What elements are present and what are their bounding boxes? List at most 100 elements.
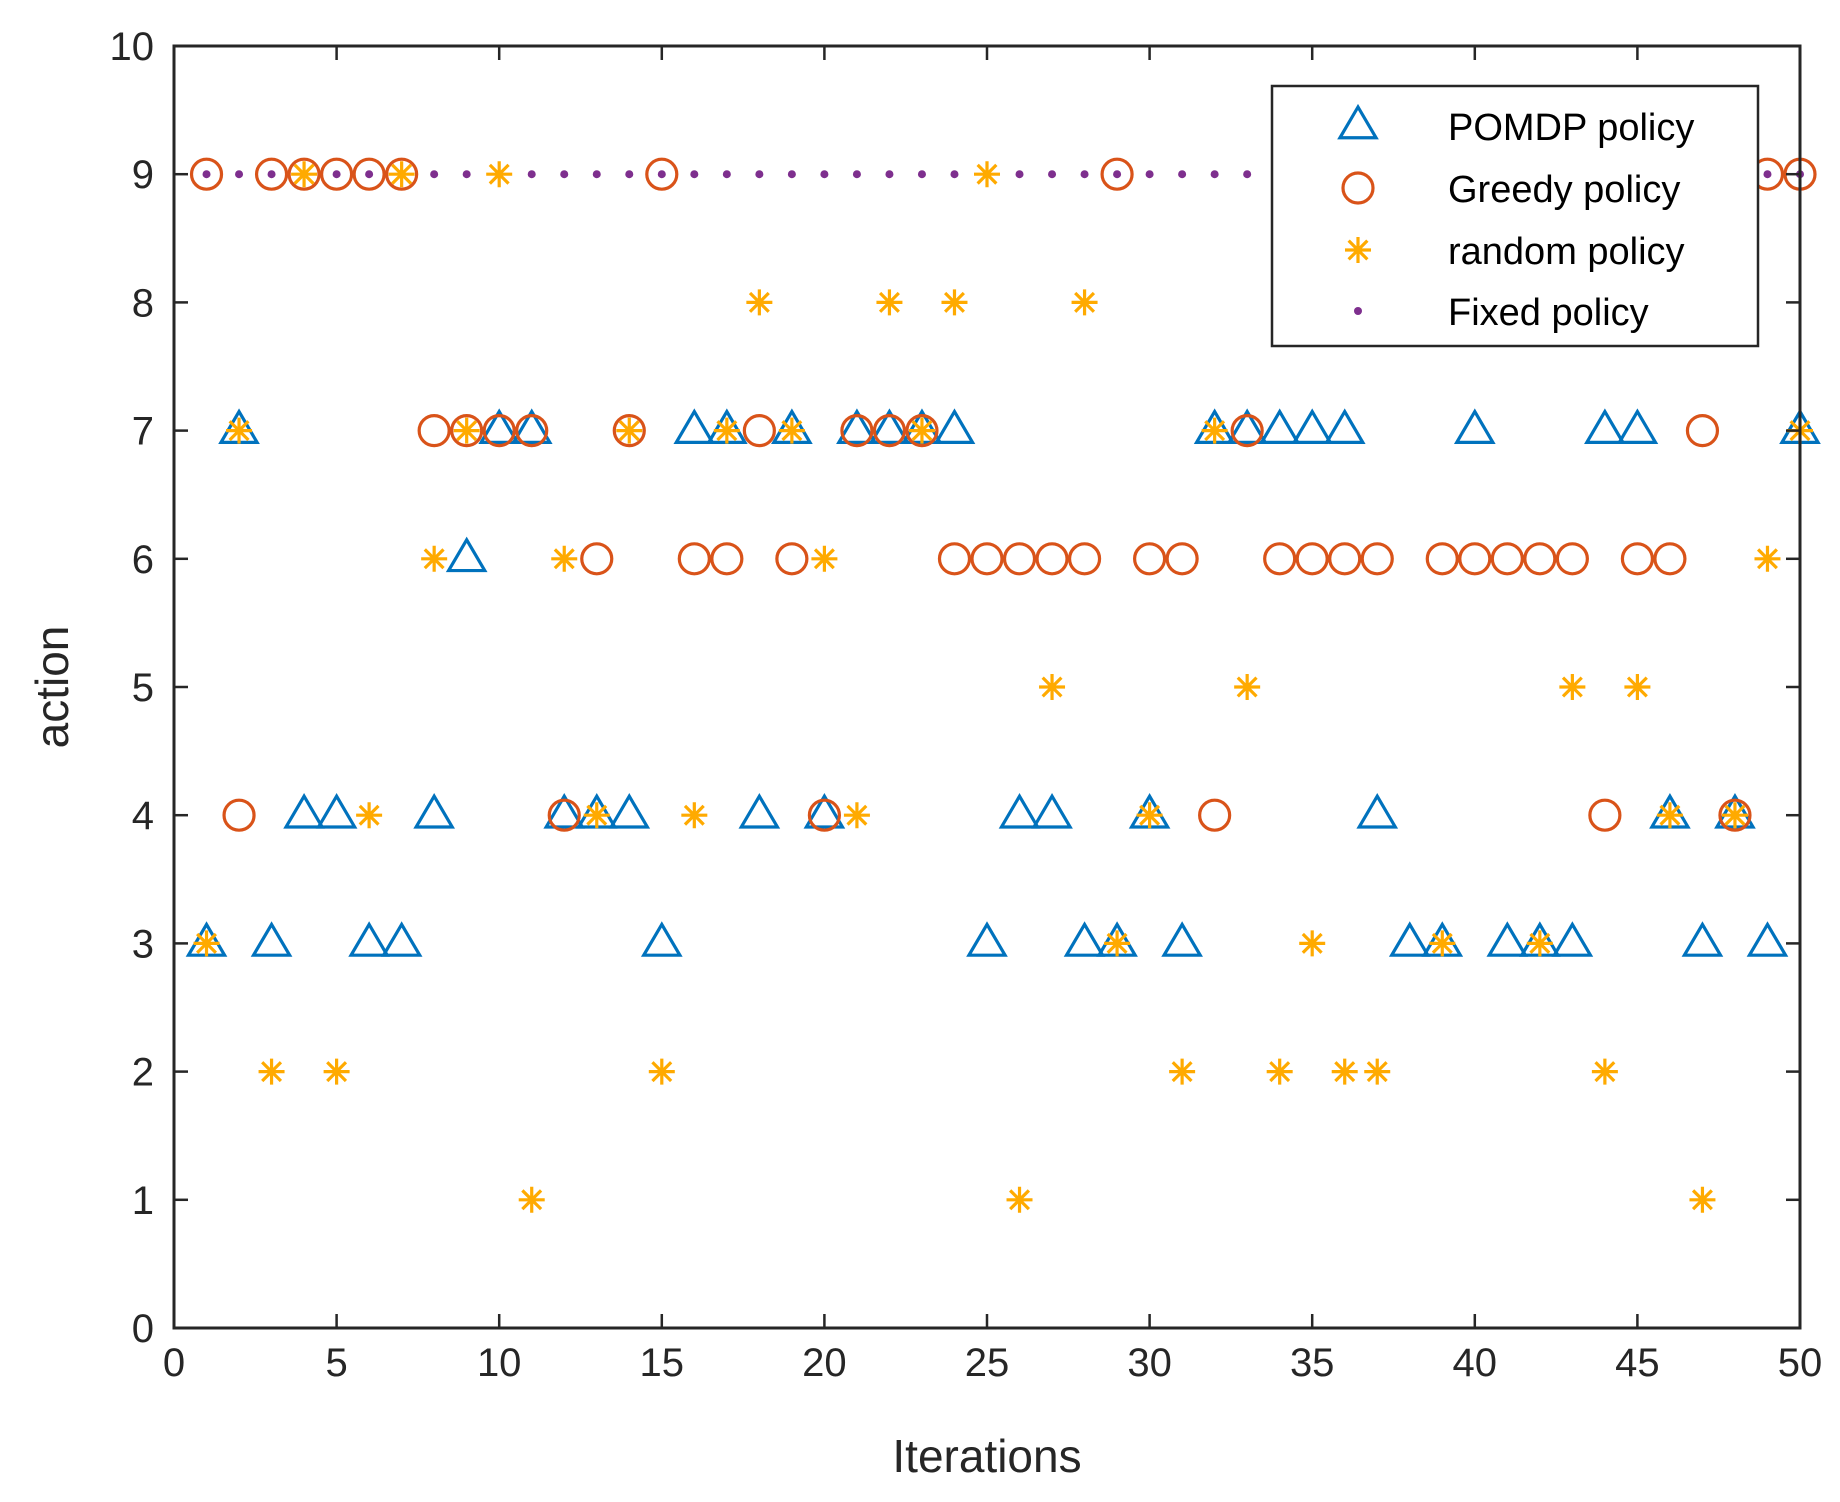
data-point-circle [645, 157, 679, 191]
y-tick-label: 5 [132, 666, 154, 710]
legend-marker-asterisk [1345, 237, 1371, 263]
data-point-asterisk [1201, 417, 1228, 444]
data-point-dot [1080, 170, 1089, 179]
data-point-asterisk [193, 930, 220, 957]
data-point-circle [1653, 542, 1687, 576]
data-point-dot [1048, 170, 1057, 179]
data-point-circle [1523, 542, 1557, 576]
x-tick-label: 25 [965, 1341, 1010, 1385]
data-point-asterisk [681, 802, 708, 829]
series-asterisk [193, 161, 1813, 1213]
data-point-triangle [1486, 921, 1529, 957]
data-point-dot [1178, 170, 1187, 179]
data-point-dot [755, 170, 764, 179]
data-point-circle [1132, 542, 1167, 576]
legend-marker-dot [1354, 307, 1362, 315]
data-point-triangle [283, 793, 325, 829]
data-point-triangle [608, 793, 651, 829]
data-point-asterisk [1591, 1058, 1618, 1085]
data-point-circle [547, 798, 581, 832]
data-point-asterisk [1689, 1186, 1716, 1213]
legend-label-fixed: Fixed policy [1448, 292, 1649, 334]
data-point-asterisk [1071, 289, 1098, 316]
legend-label-random: random policy [1448, 231, 1685, 273]
data-point-circle [807, 798, 842, 832]
legend-entry-fixed: Fixed policy [1354, 292, 1649, 334]
data-point-triangle [543, 793, 586, 829]
data-point-dot [560, 170, 569, 179]
legend-entry-pomdp: POMDP policy [1337, 103, 1694, 149]
data-point-triangle [1161, 921, 1203, 957]
data-point-asterisk [486, 161, 513, 188]
legend: POMDP policy Greedy policy random policy… [1270, 84, 1760, 348]
legend-symbol-dot [1354, 307, 1362, 315]
data-point-triangle [445, 536, 488, 573]
data-point-dot [1763, 170, 1772, 179]
data-point-dot [1243, 170, 1252, 179]
data-point-asterisk [876, 289, 903, 316]
legend-entry-random: random policy [1345, 231, 1685, 273]
data-point-circle [222, 798, 256, 832]
data-point-asterisk [1526, 930, 1553, 957]
data-point-dot [917, 170, 926, 179]
data-point-circle [1328, 542, 1362, 576]
data-point-dot [852, 170, 861, 179]
data-point-dot [365, 170, 374, 179]
data-point-triangle [1291, 408, 1334, 444]
data-point-circle [482, 414, 516, 448]
data-point-circle [1490, 542, 1524, 576]
data-point-asterisk [778, 417, 805, 444]
y-tick-label: 6 [132, 538, 154, 582]
data-point-asterisk [1104, 930, 1131, 957]
data-point-circle [1425, 542, 1459, 576]
data-point-asterisk [518, 1186, 545, 1213]
data-point-asterisk [356, 802, 383, 829]
data-point-circle [775, 542, 809, 576]
data-point-circle [287, 157, 321, 191]
data-point-circle [189, 157, 224, 191]
y-tick-label: 4 [132, 794, 154, 838]
data-point-dot [527, 170, 536, 179]
y-tick-label: 10 [110, 25, 155, 69]
data-point-dot [820, 170, 829, 179]
data-point-dot [332, 170, 341, 179]
data-point-circle [1165, 542, 1199, 576]
data-point-triangle [673, 408, 716, 444]
data-point-circle [1198, 798, 1232, 832]
data-point-dot [625, 170, 634, 179]
data-point-triangle [250, 921, 293, 957]
x-tick-label: 30 [1127, 1341, 1172, 1385]
data-point-triangle [315, 793, 358, 829]
x-tick-label: 15 [640, 1341, 685, 1385]
data-point-circle [840, 414, 874, 448]
data-point-dot [462, 170, 471, 179]
data-point-asterisk [941, 289, 968, 316]
data-point-circle [1555, 542, 1589, 576]
data-point-asterisk [453, 417, 480, 444]
data-point-circle [612, 414, 646, 448]
data-point-triangle [1551, 921, 1594, 957]
data-point-circle [710, 542, 744, 576]
data-point-triangle [380, 921, 423, 957]
y-tick-label: 7 [132, 410, 154, 454]
series-triangle [185, 408, 1821, 957]
data-point-dot [1210, 170, 1219, 179]
x-tick-label: 0 [163, 1341, 185, 1385]
y-axis: 0 1 2 3 4 5 6 7 8 9 10 [110, 25, 1800, 1351]
data-point-asterisk [616, 417, 643, 444]
x-tick-label: 40 [1453, 1341, 1498, 1385]
data-point-asterisk [1234, 674, 1261, 700]
data-point-triangle [933, 408, 976, 444]
data-point-circle [677, 542, 711, 576]
y-tick-label: 3 [132, 922, 154, 966]
data-point-dot [1145, 170, 1154, 179]
y-axis-title: action [26, 626, 78, 749]
x-tick-label: 45 [1615, 1341, 1660, 1385]
data-point-asterisk [1266, 1058, 1293, 1085]
x-tick-label: 20 [802, 1341, 847, 1385]
data-point-dot [657, 170, 666, 179]
data-point-asterisk [583, 802, 610, 829]
data-point-dot [885, 170, 894, 179]
data-point-triangle [1031, 793, 1073, 829]
